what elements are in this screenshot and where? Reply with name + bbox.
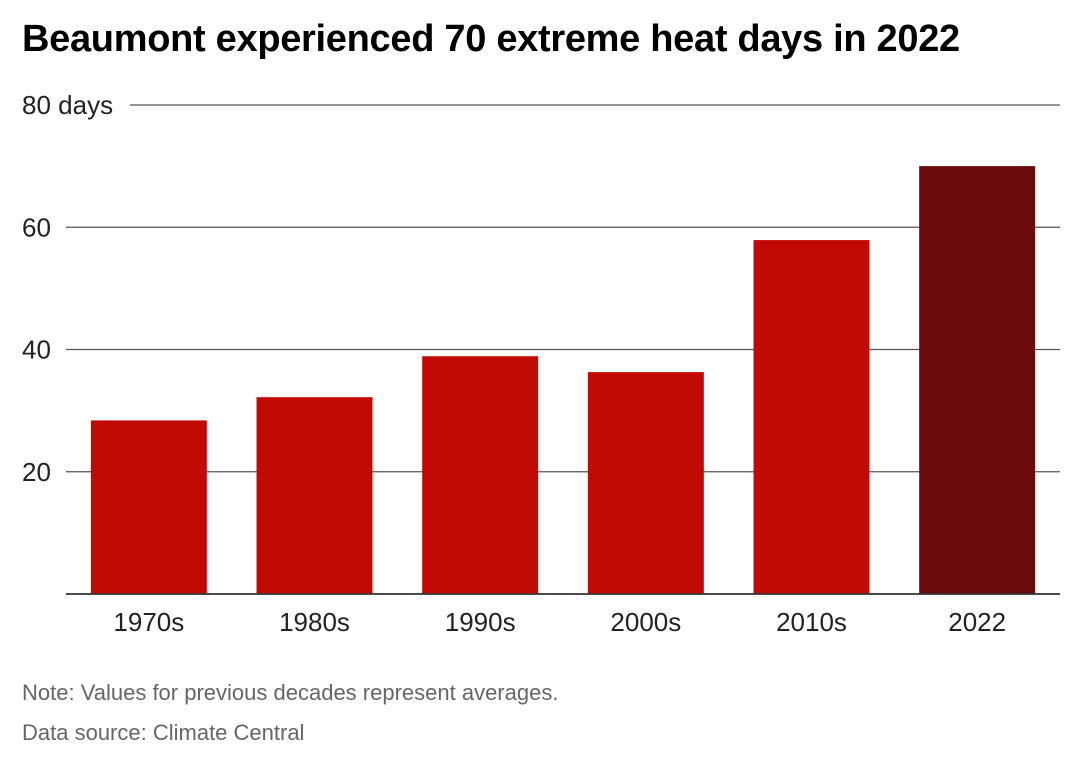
x-tick-label: 2000s bbox=[610, 607, 681, 637]
bar-2000s bbox=[587, 372, 704, 594]
x-tick-label: 1970s bbox=[113, 607, 184, 637]
chart-title: Beaumont experienced 70 extreme heat day… bbox=[22, 18, 960, 60]
y-tick-label: 80 days bbox=[22, 90, 113, 120]
y-tick-label: 40 bbox=[22, 335, 51, 365]
bar-1990s bbox=[422, 356, 539, 594]
x-tick-label: 1990s bbox=[445, 607, 516, 637]
axes: 20 40 60 80 days 1970s 1980s 1990s 2000s 2010s 20… bbox=[22, 90, 1060, 637]
bar-2010s bbox=[753, 240, 870, 594]
y-tick-label: 60 bbox=[22, 212, 51, 242]
x-tick-label: 1980s bbox=[279, 607, 350, 637]
data-source: Data source: Climate Central bbox=[22, 720, 305, 745]
bar-2022 bbox=[919, 166, 1036, 594]
chart-note: Note: Values for previous decades repres… bbox=[22, 680, 559, 705]
bar-1980s bbox=[256, 397, 373, 594]
bar-1970s bbox=[90, 420, 207, 594]
bars bbox=[90, 166, 1036, 594]
y-tick-label: 20 bbox=[22, 457, 51, 487]
x-tick-label: 2022 bbox=[948, 607, 1006, 637]
x-tick-label: 2010s bbox=[776, 607, 847, 637]
gridlines bbox=[66, 104, 1060, 473]
